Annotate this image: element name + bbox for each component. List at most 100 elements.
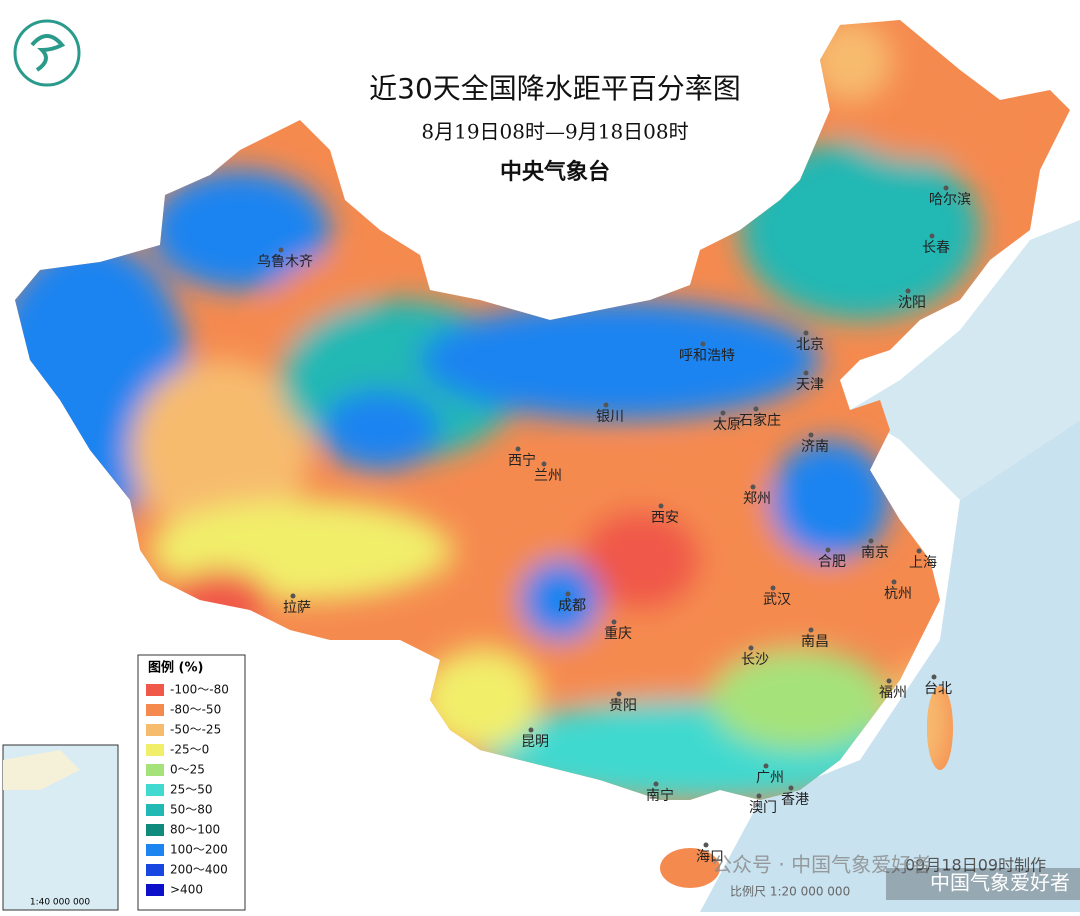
city-label: 西宁: [508, 452, 536, 469]
legend-label: 200～400: [170, 863, 228, 877]
city-label: 郑州: [743, 491, 771, 507]
city-label: 重庆: [604, 626, 632, 642]
city-dot: [756, 793, 762, 799]
city-label: 哈尔滨: [929, 192, 971, 208]
city-label: 沈阳: [898, 295, 926, 311]
city-dot: [611, 619, 617, 625]
legend-title: 图例 (%): [148, 660, 203, 676]
city-label: 南京: [861, 545, 889, 561]
city-dot: [905, 288, 911, 294]
legend-label: 50～80: [170, 803, 213, 817]
city-label: 兰州: [534, 468, 562, 484]
legend-swatch: [146, 704, 164, 716]
city-label: 上海: [909, 555, 937, 571]
city-dot: [720, 410, 726, 416]
date-stamp: 09月18日09时制作: [905, 856, 1046, 875]
legend-swatch: [146, 864, 164, 876]
city-dot: [603, 402, 609, 408]
city-dot: [515, 446, 521, 452]
city-label: 西安: [651, 510, 679, 526]
city-label: 乌鲁木齐: [257, 254, 313, 270]
city-label: 长春: [922, 240, 950, 256]
legend-label: -25～0: [170, 743, 209, 757]
city-label: 拉萨: [283, 600, 311, 616]
city-dot: [868, 538, 874, 544]
city-dot: [700, 341, 706, 347]
inset-scale: 1:40 000 000: [30, 898, 91, 908]
subtitle: 8月19日08时—9月18日08时: [421, 120, 688, 144]
city-label: 南宁: [646, 787, 674, 804]
city-dot: [290, 593, 296, 599]
city-dot: [541, 461, 547, 467]
city-label: 澳门: [749, 800, 777, 816]
legend-label: 25～50: [170, 783, 213, 797]
city-label: 银川: [596, 409, 624, 425]
city-dot: [803, 370, 809, 376]
legend-label: >400: [170, 883, 203, 897]
legend-swatch: [146, 764, 164, 776]
watermark: 公众号 · 中国气象爱好者: [712, 853, 931, 877]
city-label: 天津: [796, 377, 824, 393]
city-label: 济南: [801, 439, 829, 455]
city-dot: [886, 678, 892, 684]
city-label: 台北: [924, 681, 952, 697]
legend: -100～-80 -80～-50 -50～-25 -25～0 0～25 25～50 50～8…: [146, 683, 229, 897]
city-dot: [748, 645, 754, 651]
city-dot: [943, 185, 949, 191]
city-dot: [770, 585, 776, 591]
city-label: 广州: [756, 770, 784, 786]
legend-swatch: [146, 784, 164, 796]
legend-label: -80～-50: [170, 703, 221, 717]
city-dot: [929, 233, 935, 239]
city-dot: [808, 432, 814, 438]
city-dot: [658, 503, 664, 509]
city-dot: [653, 781, 659, 787]
city-dot: [750, 484, 756, 490]
corner-watermark: 中国气象爱好者: [930, 871, 1070, 895]
city-label: 福州: [879, 685, 907, 701]
city-dot: [803, 330, 809, 336]
city-label: 呼和浩特: [679, 348, 735, 364]
city-dot: [753, 406, 759, 412]
legend-label: -100～-80: [170, 683, 229, 697]
legend-label: -50～-25: [170, 723, 221, 737]
city-label: 太原: [713, 417, 741, 433]
city-dot: [703, 842, 709, 848]
legend-swatch: [146, 824, 164, 836]
city-label: 石家庄: [739, 412, 781, 429]
city-dot: [931, 674, 937, 680]
city-label: 海口: [696, 849, 724, 865]
city-dot: [565, 591, 571, 597]
city-label: 长沙: [741, 652, 769, 668]
city-label: 成都: [558, 598, 586, 614]
corner-shade: [886, 868, 1080, 900]
city-dot: [278, 247, 284, 253]
legend-swatch: [146, 804, 164, 816]
legend-swatch: [146, 684, 164, 696]
city-label: 武汉: [763, 592, 791, 608]
legend-swatch: [146, 744, 164, 756]
legend-label: 100～200: [170, 843, 228, 857]
scale-text: 比例尺 1:20 000 000: [730, 885, 850, 899]
city-label: 南昌: [801, 634, 829, 650]
city-dot: [528, 727, 534, 733]
city-label: 昆明: [521, 734, 549, 750]
legend-label: 0～25: [170, 763, 205, 777]
logo: [13, 19, 81, 87]
issuer: 中央气象台: [500, 159, 610, 185]
title: 近30天全国降水距平百分率图: [369, 72, 741, 105]
city-dot: [616, 691, 622, 697]
city-label: 杭州: [884, 586, 912, 602]
city-dot: [891, 579, 897, 585]
city-dot: [916, 548, 922, 554]
city-dot: [825, 547, 831, 553]
city-dot: [808, 627, 814, 633]
legend-swatch: [146, 724, 164, 736]
city-label: 香港: [781, 792, 809, 808]
sea: [850, 220, 1080, 500]
legend-swatch: [146, 884, 164, 896]
legend-swatch: [146, 844, 164, 856]
city-dot: [788, 785, 794, 791]
